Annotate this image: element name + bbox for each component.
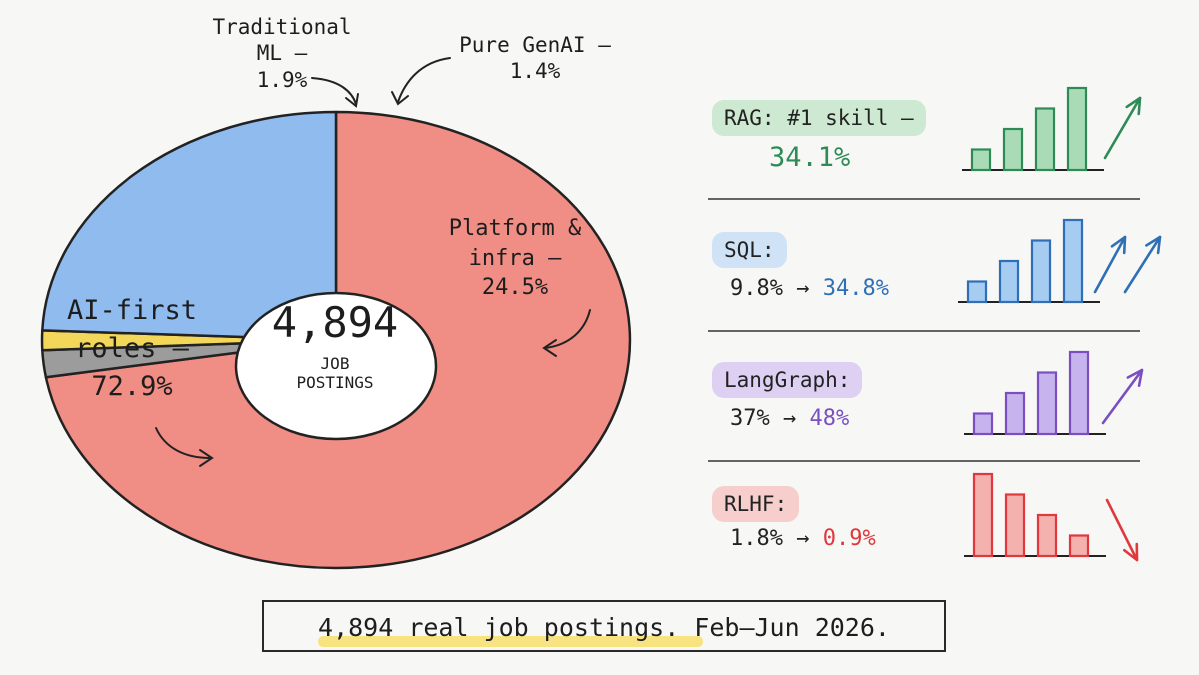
pill-rag: RAG: #1 skill —: [712, 100, 926, 136]
rlhf-from: 1.8% →: [730, 526, 810, 551]
mini-bar: [1068, 534, 1090, 558]
mini-bar: [972, 412, 994, 436]
trend-arrowhead: [1145, 235, 1162, 255]
label-pure-genai: Pure GenAI — 1.4%: [459, 33, 611, 84]
arrow-ai-first: [155, 427, 211, 459]
mini-bar: [1068, 350, 1090, 436]
arrow-pure-genai: [397, 57, 451, 103]
trend-arrowhead: [1125, 96, 1142, 116]
trend-arrow-down: [1105, 498, 1139, 562]
mini-bar: [1036, 371, 1058, 436]
arrowhead-ai-first: [199, 449, 214, 467]
footer-caption: 4,894 real job postings. Feb–Jun 2026.: [262, 600, 946, 652]
arrowhead-pure-genai: [391, 91, 409, 106]
sql-values: 9.8% → 34.8%: [730, 276, 889, 301]
sql-to: 34.8%: [822, 276, 889, 301]
trend-arrow-up: [1123, 235, 1162, 294]
donut-center-text: 4,894 JOB POSTINGS: [240, 298, 430, 393]
mini-bar: [1036, 513, 1058, 558]
arrowhead-traditional-ml: [345, 93, 359, 108]
arrow-platform: [544, 309, 591, 349]
center-label-line2: POSTINGS: [296, 373, 374, 393]
mini-bar: [1004, 391, 1026, 436]
langgraph-values: 37% → 48%: [730, 406, 849, 431]
mini-bar: [970, 148, 992, 172]
langgraph-from: 37% →: [730, 406, 797, 431]
trend-arrow-up: [1103, 96, 1142, 160]
donut-chart: [40, 57, 632, 570]
mini-bar: [998, 259, 1020, 304]
mini-bar: [1062, 218, 1084, 304]
arrowhead-platform: [542, 339, 557, 357]
footer-highlight: [318, 636, 703, 647]
mini-bar: [1030, 239, 1052, 304]
trend-arrowhead: [1123, 542, 1139, 562]
rlhf-to: 0.9%: [822, 526, 876, 551]
trend-arrowhead: [1126, 368, 1144, 388]
pie-slice-3: [41, 110, 338, 342]
mini-bar: [1004, 493, 1026, 558]
rag-value: 34.1%: [769, 142, 851, 173]
mini-bar: [1002, 127, 1024, 172]
mini-bar: [1066, 86, 1088, 172]
center-value: 4,894: [271, 298, 399, 347]
label-traditional-ml: Traditional ML — 1.9%: [212, 15, 352, 92]
center-label-line1: JOB: [320, 354, 350, 374]
mini-bar: [972, 472, 994, 558]
footer-text: 4,894 real job postings. Feb–Jun 2026.: [318, 613, 890, 642]
arrow-traditional-ml: [311, 77, 357, 105]
rlhf-values: 1.8% → 0.9%: [730, 526, 876, 551]
donut-hole: [234, 291, 438, 441]
trend-arrowhead: [1110, 235, 1127, 255]
label-ai-first: AI-first roles — 72.9%: [66, 295, 198, 402]
label-platform-infra: Platform & infra — 24.5%: [448, 216, 582, 301]
pill-rlhf: RLHF:: [712, 486, 800, 522]
trend-arrow-up: [1101, 368, 1144, 425]
pill-langgraph: LangGraph:: [712, 362, 863, 398]
pill-sql: SQL:: [712, 232, 787, 268]
mini-bar: [1034, 107, 1056, 172]
langgraph-to: 48%: [809, 406, 850, 431]
trend-arrow-up: [1093, 235, 1127, 294]
sql-from: 9.8% →: [730, 276, 810, 301]
mini-bar: [966, 280, 988, 304]
